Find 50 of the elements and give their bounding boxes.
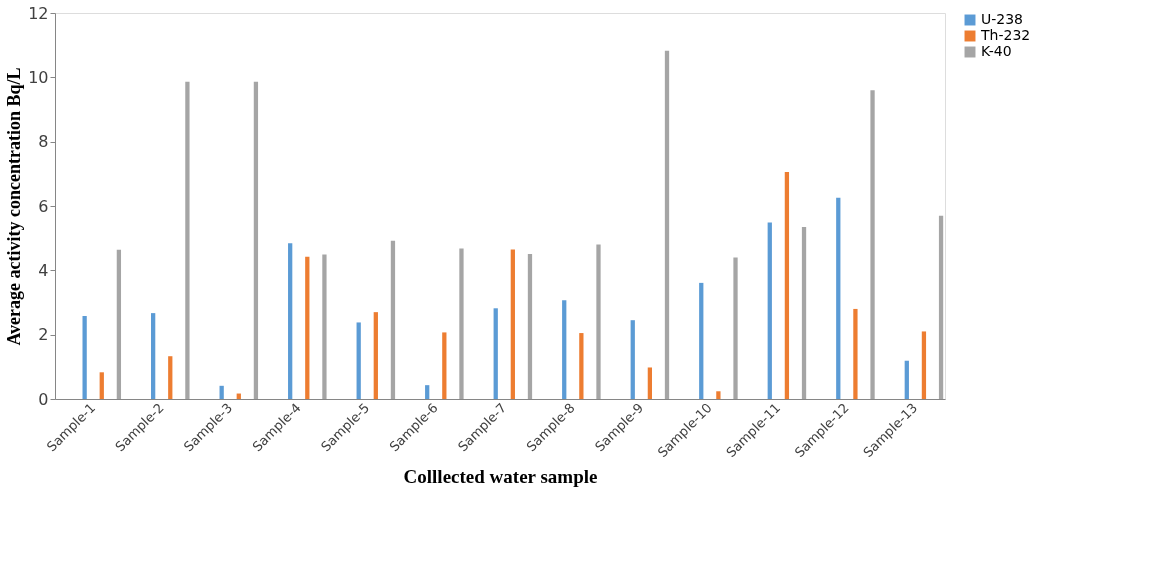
y-axis-title: Average activity concentration Bq/L [4, 67, 25, 346]
bar [373, 312, 378, 399]
bar [510, 249, 515, 399]
bar [185, 81, 190, 399]
bar [305, 256, 310, 399]
legend-label: K-40 [981, 43, 1012, 59]
bar [921, 331, 927, 399]
bar [390, 240, 396, 399]
bar [288, 243, 293, 399]
x-axis-title: Colllected water sample [403, 466, 598, 488]
bar [579, 333, 584, 399]
y-tick-label: 4 [38, 260, 49, 280]
bar [116, 249, 122, 399]
bar [699, 282, 704, 399]
bar [322, 254, 327, 399]
legend-label: U-238 [981, 11, 1024, 27]
y-tick-label: 10 [28, 67, 49, 87]
bar [442, 332, 447, 399]
bar [630, 320, 635, 399]
bar [82, 316, 87, 399]
bar [151, 313, 156, 399]
bar [168, 356, 173, 399]
bar [356, 322, 361, 399]
y-tick-label: 2 [38, 325, 49, 345]
bar [493, 308, 498, 399]
bar [664, 50, 670, 399]
bar [904, 360, 909, 399]
bar [527, 253, 533, 399]
bar [801, 226, 807, 399]
bar [853, 308, 858, 399]
bar [219, 385, 224, 399]
bar [870, 90, 875, 399]
bar [716, 391, 721, 399]
bar [596, 244, 601, 399]
y-tick-label: 0 [38, 389, 49, 409]
legend-label: Th-232 [980, 27, 1031, 43]
bar [767, 222, 772, 399]
bar [938, 215, 944, 399]
y-tick-label: 6 [38, 196, 49, 216]
bar [562, 300, 567, 399]
bar [99, 372, 104, 399]
bar [733, 257, 738, 399]
y-tick-label: 8 [38, 132, 49, 152]
bar [253, 81, 259, 399]
bar [836, 197, 841, 399]
y-tick-label: 12 [28, 3, 49, 23]
bar [784, 171, 790, 399]
bar [425, 385, 430, 399]
bar [459, 248, 464, 399]
bar [647, 367, 653, 399]
